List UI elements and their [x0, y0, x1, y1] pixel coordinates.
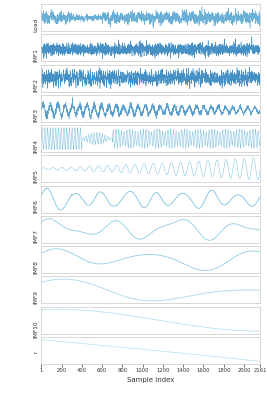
Y-axis label: IMF7: IMF7	[34, 230, 39, 244]
Y-axis label: Load: Load	[34, 18, 39, 32]
Y-axis label: IMF8: IMF8	[34, 260, 39, 274]
Y-axis label: IMF3: IMF3	[34, 108, 39, 122]
Y-axis label: IMF4: IMF4	[34, 138, 39, 152]
Y-axis label: IMF5: IMF5	[34, 169, 39, 183]
Y-axis label: r: r	[34, 350, 39, 353]
X-axis label: Sample index: Sample index	[127, 377, 175, 383]
Y-axis label: IMF10: IMF10	[34, 320, 39, 338]
Y-axis label: IMF6: IMF6	[34, 199, 39, 213]
Y-axis label: IMF9: IMF9	[34, 290, 39, 304]
Y-axis label: IMF2: IMF2	[34, 78, 39, 92]
Y-axis label: IMF1: IMF1	[34, 48, 39, 62]
